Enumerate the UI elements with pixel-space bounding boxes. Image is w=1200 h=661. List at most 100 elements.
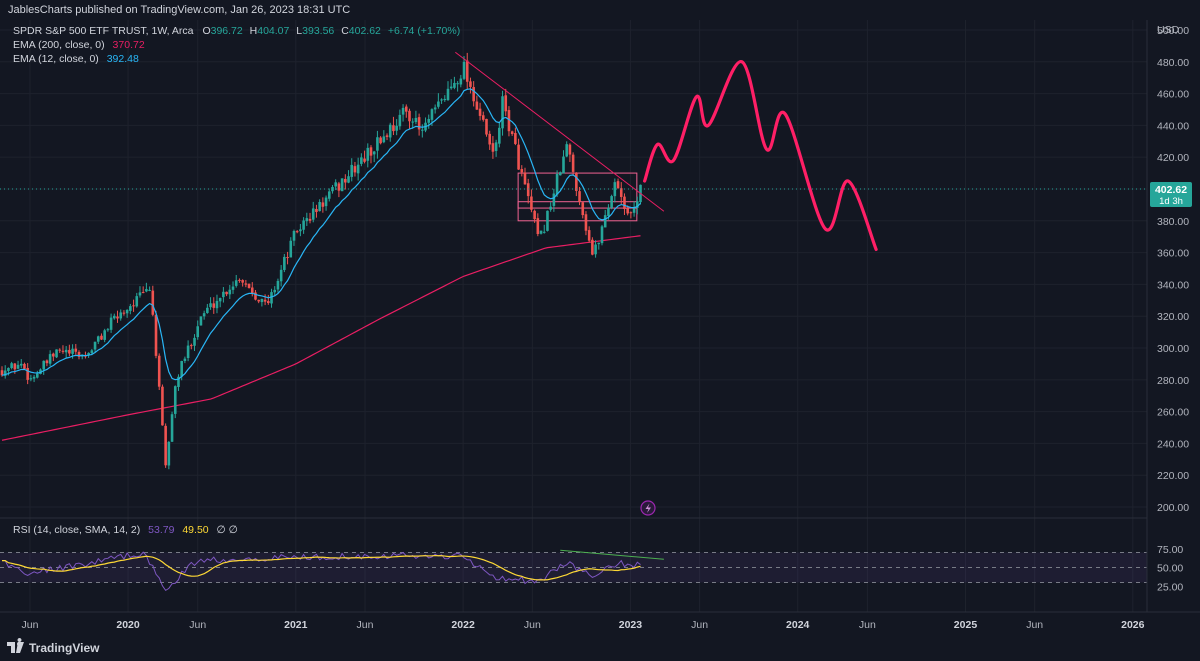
candle (183, 356, 187, 364)
candle (199, 316, 203, 326)
projection-curve[interactable] (643, 60, 878, 252)
candle (74, 343, 78, 355)
candle (395, 119, 398, 136)
candle (372, 150, 376, 163)
candle (584, 211, 588, 236)
candle (279, 265, 283, 287)
change-value: +6.74 (+1.70%) (388, 25, 460, 37)
candle (616, 178, 620, 189)
ema12-label: EMA (12, close, 0) (13, 53, 99, 65)
candle (215, 294, 219, 314)
candle (591, 237, 594, 256)
rsi-axis[interactable]: 75.00 50.00 25.00 (1157, 544, 1183, 594)
rsi-divergence-line[interactable] (560, 549, 664, 560)
rsi-legend[interactable]: RSI (14, close, SMA, 14, 2) 53.79 49.50 … (13, 524, 238, 536)
candle (112, 313, 116, 320)
rsi-sma-path (1, 554, 641, 581)
price-tick: 380.00 (1157, 216, 1189, 228)
open-value: 396.72 (211, 25, 243, 37)
price-tick: 460.00 (1157, 89, 1189, 101)
candle (138, 286, 142, 298)
candle (119, 309, 123, 321)
candle (334, 179, 337, 191)
candle (507, 106, 511, 137)
candle (48, 350, 52, 366)
candle (344, 174, 347, 190)
candle (443, 95, 447, 102)
time-tick: 2025 (954, 619, 978, 631)
candle (440, 98, 443, 104)
candle (129, 303, 132, 315)
open-label: O (202, 25, 210, 37)
candle (52, 352, 55, 362)
candle (273, 286, 277, 297)
candle (575, 172, 578, 197)
candle (491, 136, 495, 159)
price-tick: 500.00 (1157, 25, 1189, 37)
candle (555, 170, 559, 197)
bar-countdown: 1d 3h (1159, 196, 1183, 207)
time-tick: 2020 (116, 619, 140, 631)
candle (363, 150, 366, 164)
candle (202, 310, 206, 320)
candle (206, 303, 209, 314)
candle (122, 310, 126, 316)
candle (148, 286, 151, 292)
time-tick: Jun (21, 619, 38, 631)
low-label: L (296, 25, 302, 37)
candle (283, 253, 286, 273)
candle (193, 334, 196, 351)
candle (16, 360, 20, 370)
candle (533, 209, 536, 223)
ema200-label: EMA (200, close, 0) (13, 39, 105, 51)
symbol-legend[interactable]: SPDR S&P 500 ETF TRUST, 1W, Arca O396.72… (13, 25, 460, 37)
ema200-legend[interactable]: EMA (200, close, 0) 370.72 (13, 39, 145, 51)
trendline[interactable] (455, 51, 665, 212)
candle (379, 136, 382, 145)
symbol-title: SPDR S&P 500 ETF TRUST, 1W, Arca (13, 25, 194, 37)
candle (369, 145, 373, 164)
candle (270, 288, 273, 308)
candle (324, 195, 328, 211)
candle (286, 251, 289, 265)
candle (510, 130, 514, 136)
candle (366, 143, 370, 168)
candle (520, 165, 524, 177)
candle (552, 188, 556, 212)
projection-path[interactable] (643, 60, 878, 252)
candle (186, 340, 190, 362)
candle (55, 349, 58, 359)
candle (417, 113, 421, 136)
time-axis[interactable]: Jun 2020 Jun 2021 Jun 2022 Jun 2023 Jun 2024 Jun 20… (21, 619, 1144, 631)
time-tick: Jun (189, 619, 206, 631)
candle (404, 104, 408, 118)
candle (106, 328, 110, 332)
tradingview-logo[interactable] (7, 638, 24, 653)
candle (135, 292, 139, 308)
last-price-badge[interactable] (1150, 182, 1192, 207)
candle (58, 348, 62, 353)
candle (209, 297, 212, 310)
candle (42, 360, 46, 375)
high-label: H (250, 25, 258, 37)
candle (141, 286, 145, 294)
candle (360, 153, 363, 167)
candle (311, 201, 315, 223)
candle (449, 79, 453, 90)
candle (308, 212, 312, 224)
trendline-segment[interactable] (455, 51, 665, 212)
event-icon[interactable] (640, 500, 656, 516)
rsi-label: RSI (14, close, SMA, 14, 2) (13, 524, 140, 536)
price-tick: 200.00 (1157, 502, 1189, 514)
candle (481, 111, 485, 122)
candle (600, 224, 604, 246)
candle (231, 281, 235, 294)
candle (558, 171, 562, 176)
candles[interactable] (0, 52, 642, 470)
time-tick: 2022 (451, 619, 475, 631)
candle (350, 158, 354, 182)
ema12-legend[interactable]: EMA (12, close, 0) 392.48 (13, 53, 139, 65)
ema12-value: 392.48 (107, 53, 139, 65)
published-header: JablesCharts published on TradingView.co… (8, 4, 350, 16)
